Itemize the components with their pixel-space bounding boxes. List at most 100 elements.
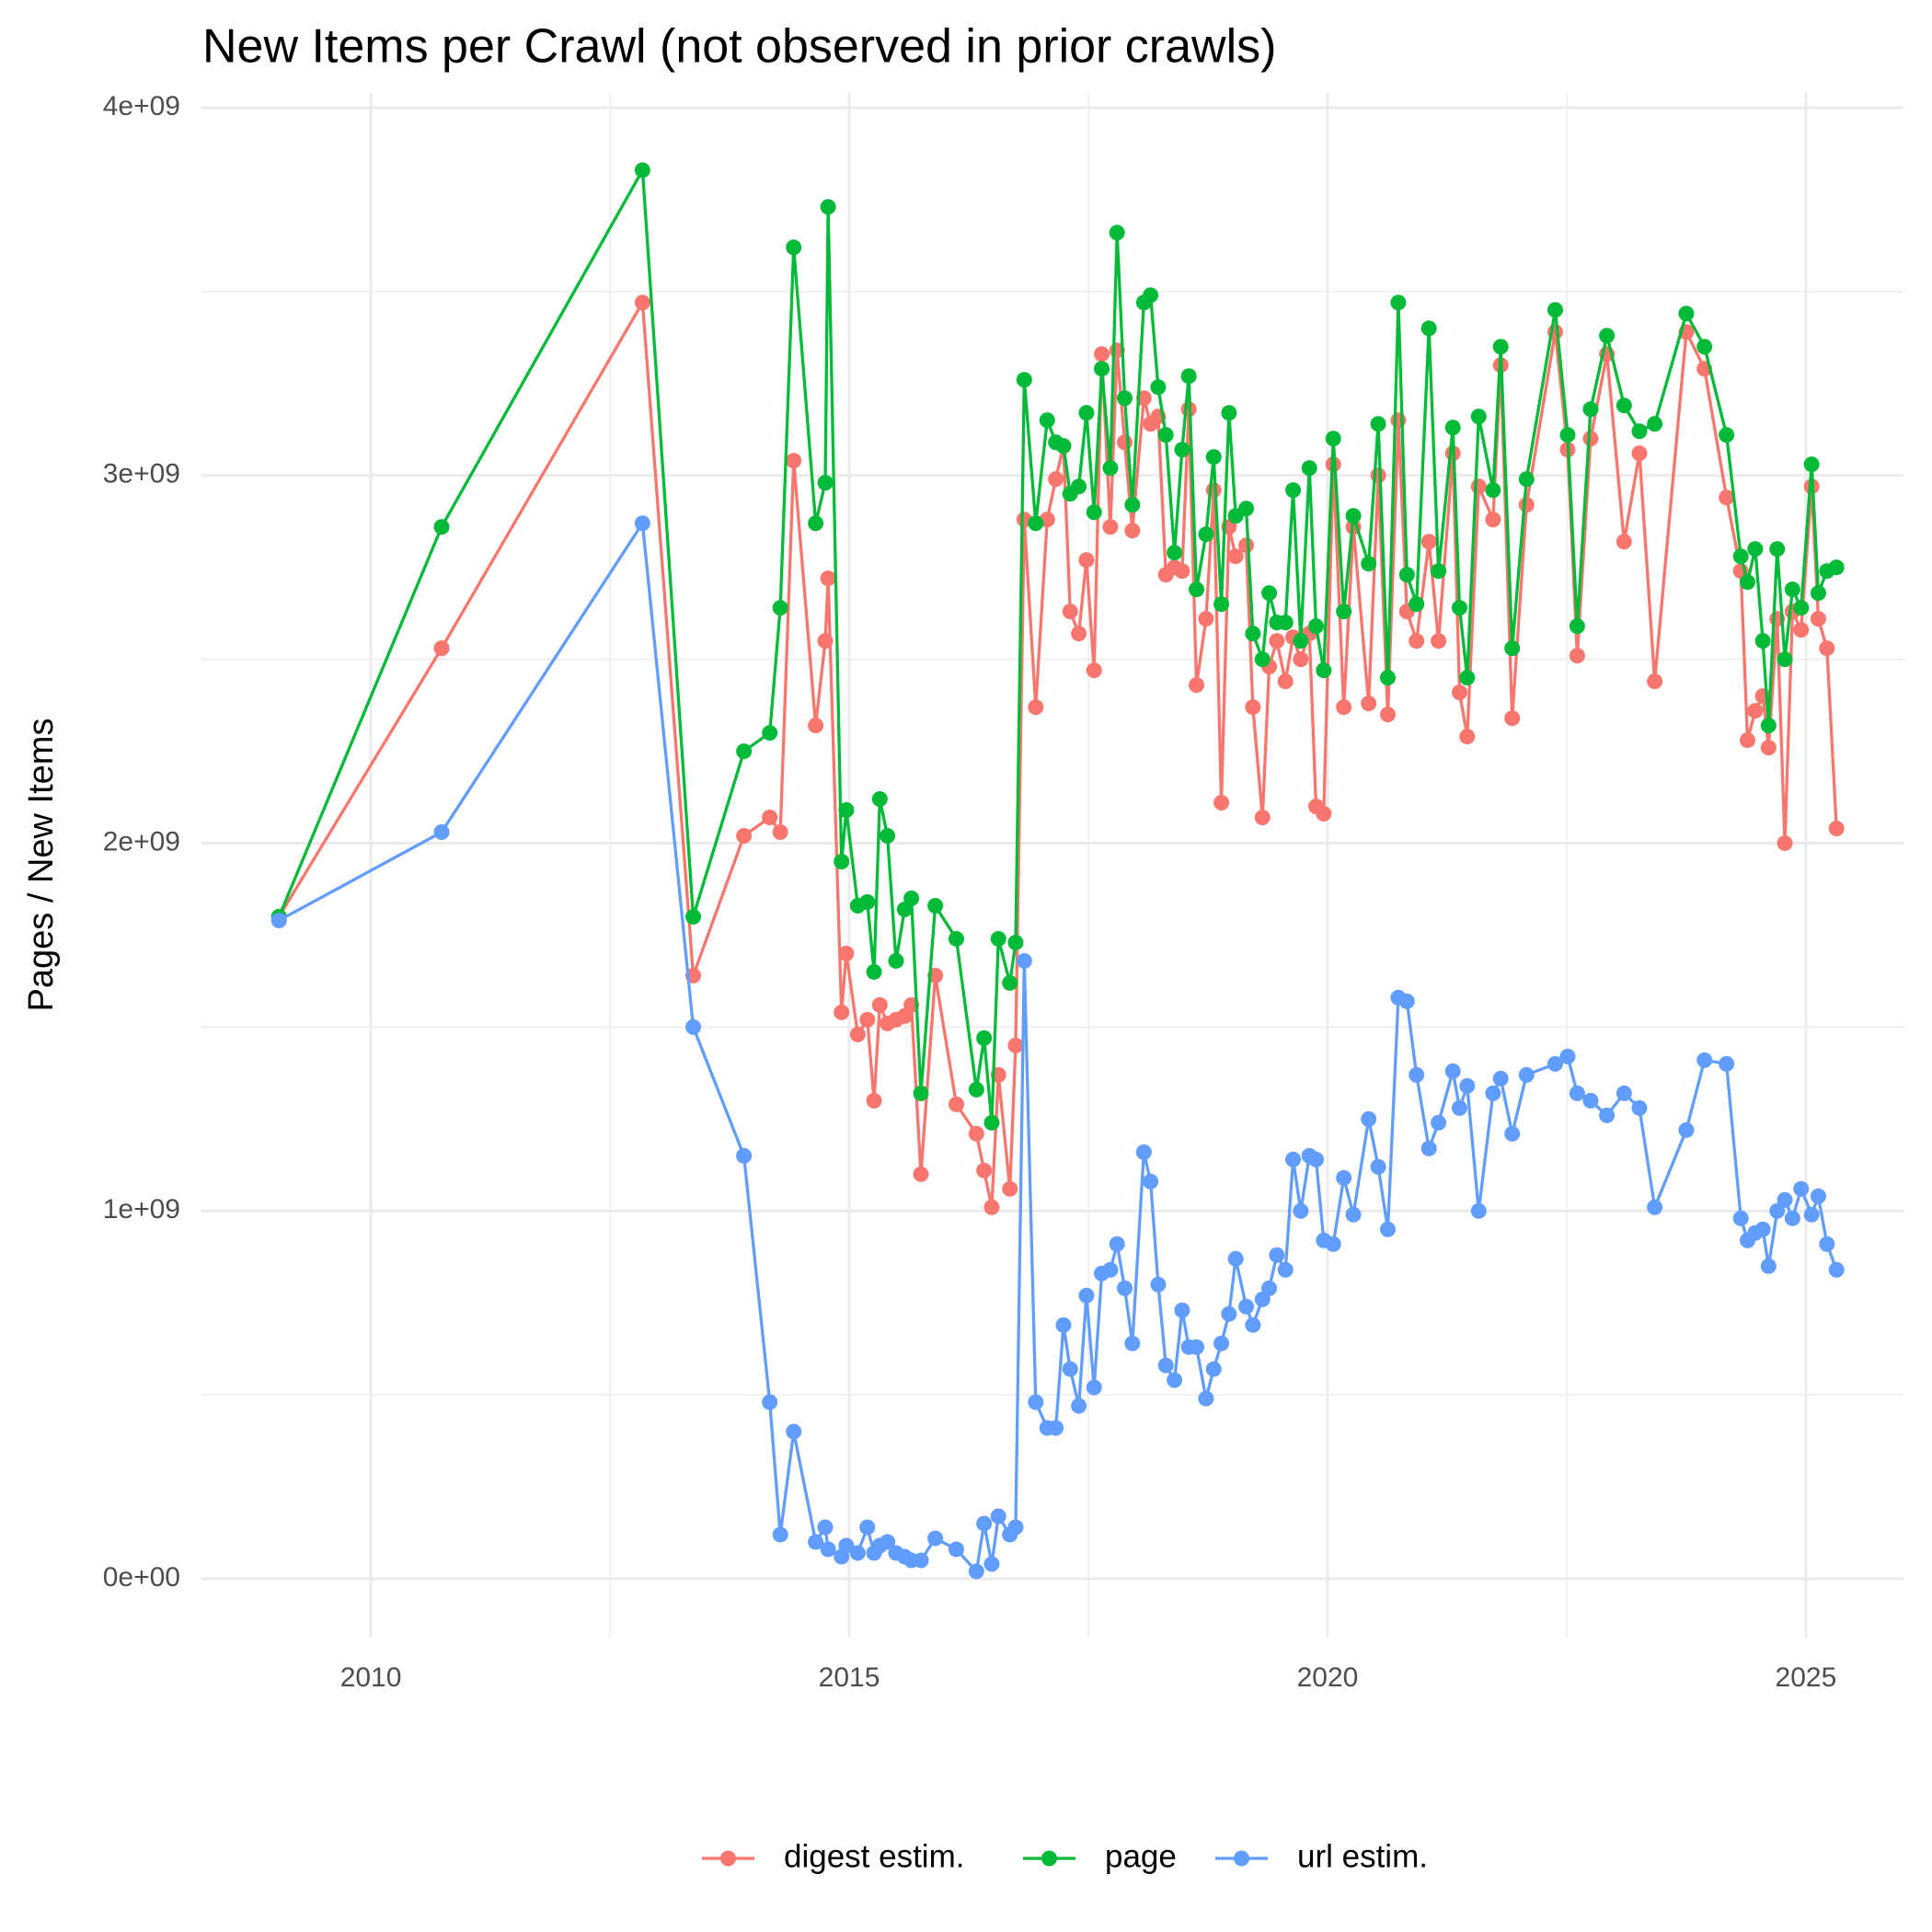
data-point [1002,974,1018,991]
data-point [1754,1221,1771,1237]
data-point [1277,1261,1294,1278]
data-point [1007,1037,1024,1053]
data-point [1062,604,1078,620]
data-point [1616,1085,1632,1101]
data-point [1078,1287,1095,1304]
data-point [433,640,450,657]
data-point [1238,537,1255,554]
data-point [762,725,778,742]
data-point [1198,526,1214,543]
data-point [1599,1107,1616,1123]
data-point [634,162,650,178]
data-point [772,824,788,841]
data-point [968,1081,984,1098]
data-point [1719,489,1735,506]
data-point [1678,1121,1695,1138]
data-point [270,912,287,928]
data-point [817,475,834,491]
data-point [1094,346,1110,362]
data-point [786,1423,802,1440]
data-point [786,239,802,256]
data-point [913,1085,929,1101]
data-point [1213,795,1230,811]
data-point [1336,699,1352,716]
data-point [1559,427,1576,443]
data-point [1227,548,1244,565]
data-point [948,1096,964,1112]
legend-key-point [1041,1850,1057,1867]
data-point [1451,600,1467,616]
data-point [866,963,882,980]
data-point [1221,405,1237,421]
data-point [976,1162,993,1179]
data-point [1189,677,1205,694]
data-point [1398,567,1415,583]
data-point [1420,534,1437,550]
data-point [1459,1077,1476,1094]
data-point [817,1519,834,1535]
data-point [859,1011,876,1028]
data-point [1760,1258,1777,1274]
data-point [1086,1379,1102,1396]
data-point [1828,821,1845,837]
data-point [1198,1390,1214,1407]
data-point [1048,471,1064,488]
data-point [1293,1202,1309,1219]
data-point [1124,497,1141,513]
data-point [1213,1335,1230,1351]
x-tick-label: 2010 [340,1662,402,1693]
data-point [1631,445,1648,462]
data-point [1582,1092,1599,1109]
data-point [838,1537,855,1554]
data-point [1803,1206,1820,1223]
data-point [1361,696,1377,712]
data-point [1285,1151,1302,1167]
data-point [1398,993,1415,1009]
data-point [1431,1114,1447,1131]
data-point [990,930,1006,947]
data-point [1086,662,1102,679]
data-point [838,945,855,961]
legend-key-point [1234,1850,1249,1867]
data-point [1124,1335,1141,1351]
data-point [1150,1276,1167,1293]
data-point [1205,1361,1222,1377]
data-point [1504,1125,1521,1142]
data-point [1039,412,1055,429]
data-point [1117,434,1133,451]
data-point [1696,339,1713,355]
data-point [1293,651,1309,668]
data-point [1420,320,1437,337]
data-point [1254,810,1271,826]
data-point [1739,732,1755,749]
data-point [1819,1236,1835,1252]
data-point [968,1125,984,1142]
data-point [1135,1144,1152,1160]
data-point [1143,287,1159,304]
data-point [1285,482,1302,499]
data-point [1277,673,1294,690]
data-point [1370,1158,1386,1175]
legend-label: digest estim. [784,1838,964,1874]
data-point [1157,427,1174,443]
data-point [1769,541,1786,558]
data-point [1336,1169,1352,1186]
data-point [1793,622,1810,638]
data-point [1696,1052,1713,1068]
data-point [808,718,824,734]
data-point [1245,626,1261,642]
y-axis-label: Pages / New Items [22,719,61,1012]
data-point [880,828,896,845]
data-point [685,908,702,925]
data-point [1793,1180,1810,1197]
data-point [1379,1221,1396,1237]
data-point [820,570,836,587]
data-point [685,1018,702,1035]
data-point [834,854,850,870]
data-point [1189,581,1205,598]
y-tick-label: 4e+09 [103,91,180,121]
data-point [1174,442,1190,458]
data-point [1316,662,1332,679]
data-point [1277,615,1294,631]
